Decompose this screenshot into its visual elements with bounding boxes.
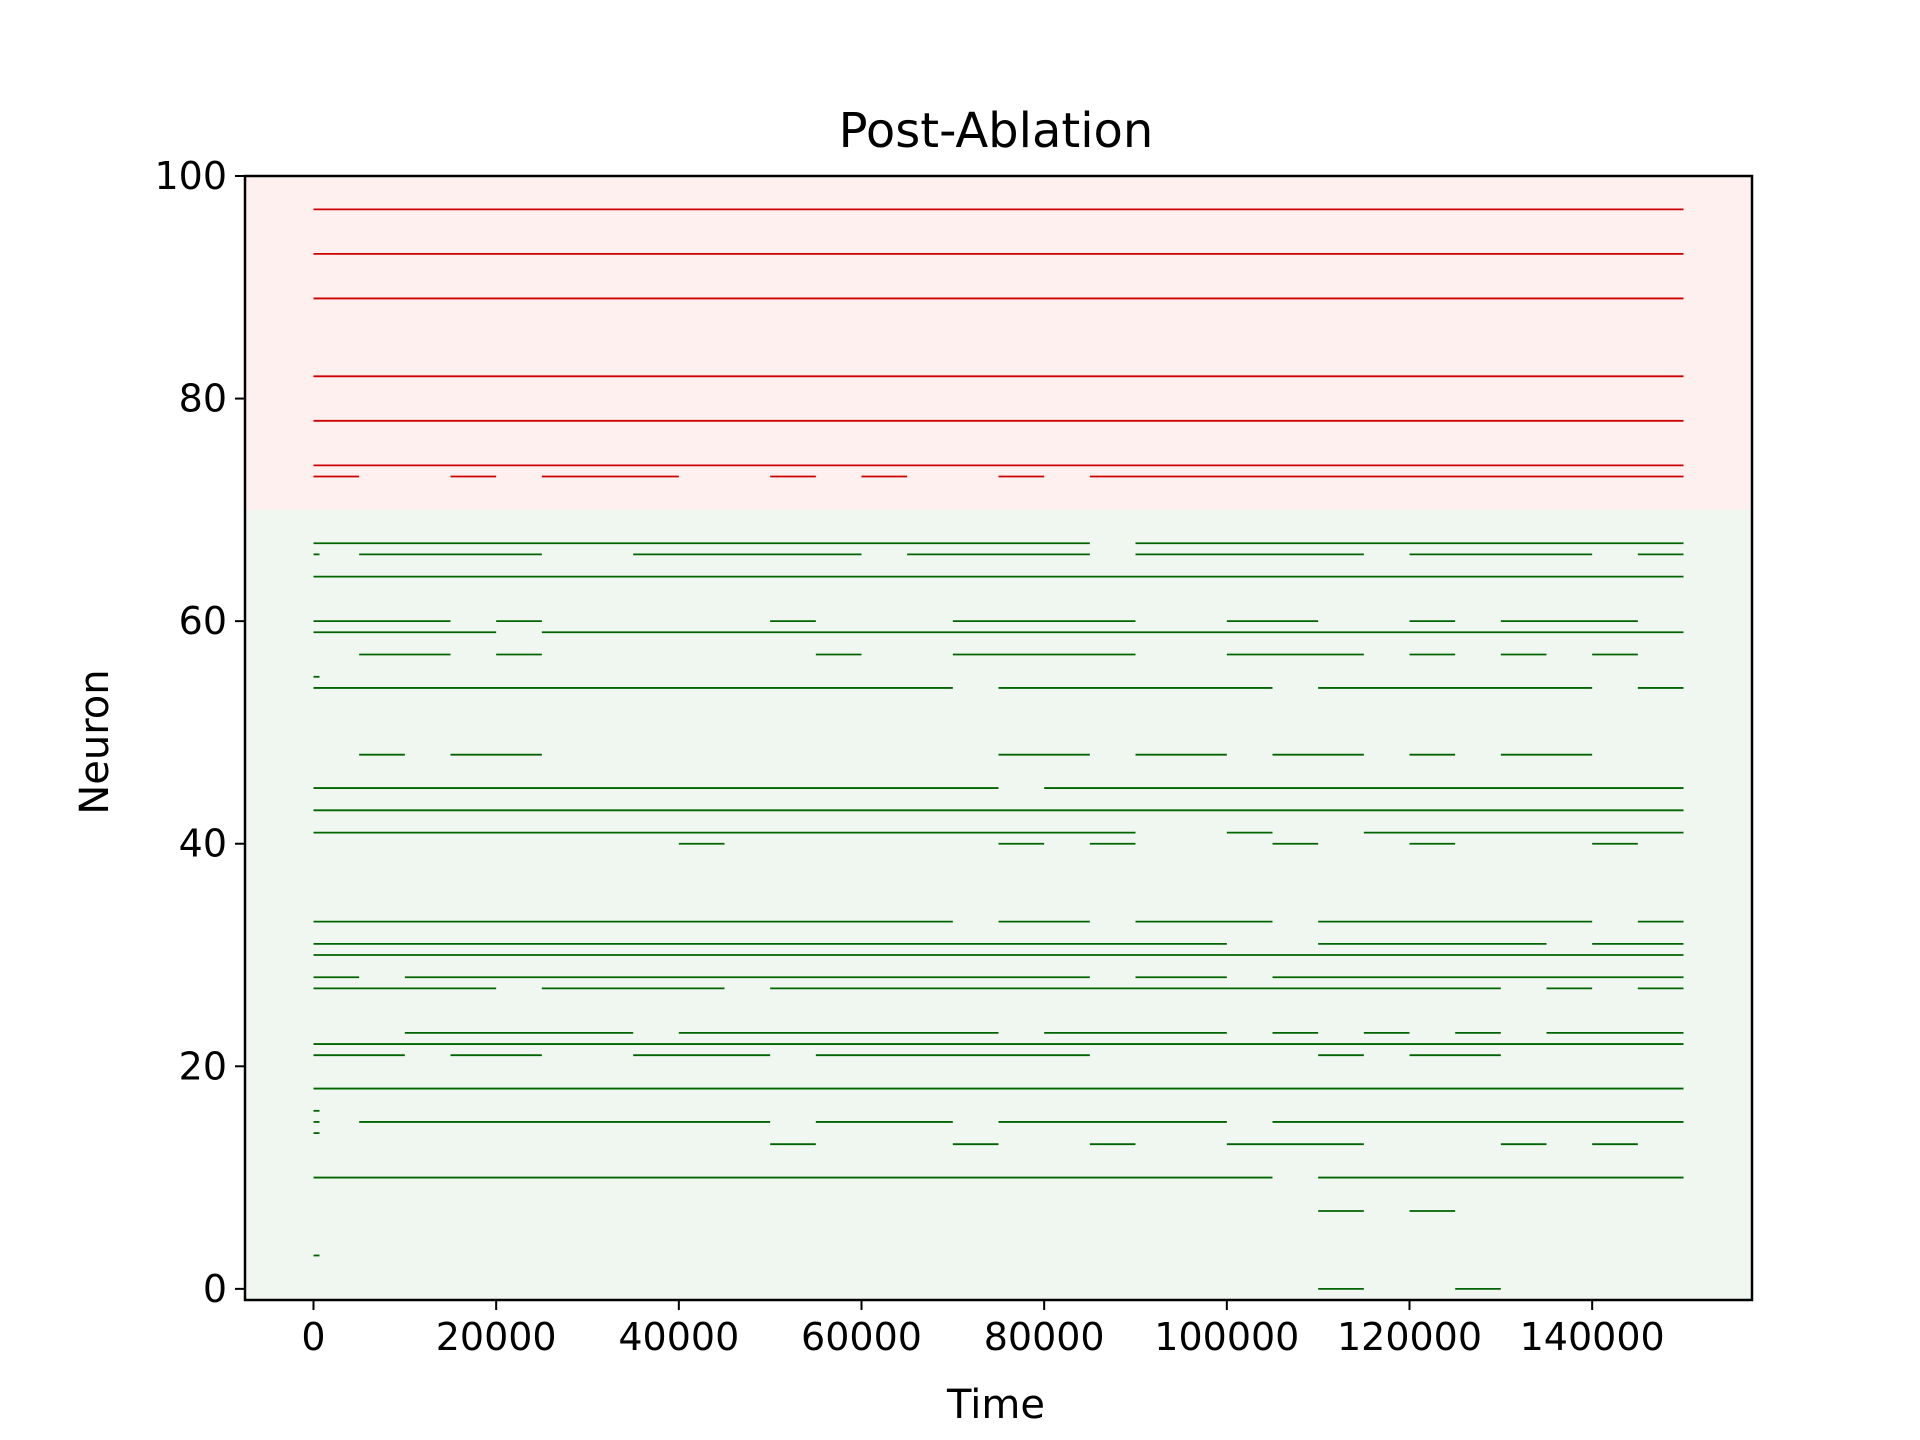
x-axis-ticks: 0 20000 40000 60000 80000 100000 120000 140000: [301, 1300, 1665, 1359]
x-tick-label: 60000: [801, 1315, 922, 1359]
plot-frame: [243, 174, 1754, 1302]
y-tick-label: 80: [179, 377, 227, 421]
region-backgrounds: [245, 176, 1752, 1300]
y-axis-ticks: 0 20 40 60 80 100: [154, 154, 245, 1311]
x-tick-label: 40000: [618, 1315, 739, 1359]
y-tick-label: 100: [154, 154, 227, 198]
x-tick-label: 20000: [436, 1315, 557, 1359]
y-tick-label: 60: [179, 599, 227, 643]
x-tick-label: 140000: [1520, 1315, 1665, 1359]
x-tick-label: 120000: [1337, 1315, 1482, 1359]
spike-trains: [313, 208, 1684, 1290]
region-intact: [245, 509, 1752, 1300]
chart-title: Post-Ablation: [839, 103, 1154, 159]
y-axis-label: Neuron: [72, 669, 118, 814]
region-ablated: [245, 176, 1752, 510]
x-tick-label: 100000: [1154, 1315, 1299, 1359]
y-tick-label: 20: [179, 1044, 227, 1088]
x-axis-label: Time: [946, 1382, 1045, 1428]
x-tick-label: 80000: [984, 1315, 1105, 1359]
x-tick-label: 0: [301, 1315, 325, 1359]
y-tick-label: 40: [179, 822, 227, 866]
y-tick-label: 0: [203, 1267, 227, 1311]
